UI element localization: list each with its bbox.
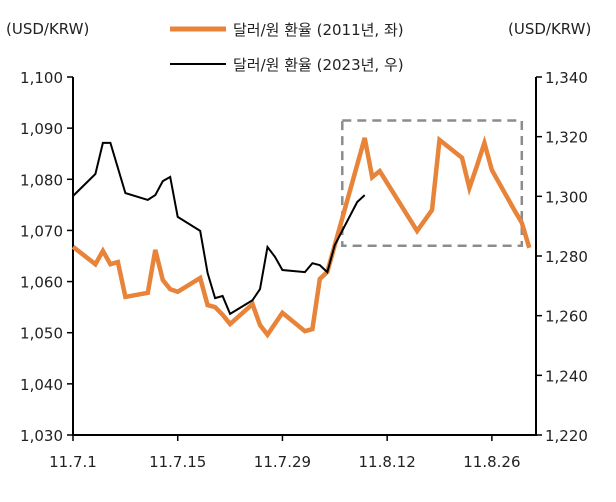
left-tick-label: 1,070 bbox=[20, 222, 63, 240]
highlight-box bbox=[342, 120, 522, 245]
x-tick-label: 11.8.26 bbox=[463, 453, 520, 471]
left-tick-label: 1,080 bbox=[20, 171, 63, 189]
series-layer bbox=[73, 138, 529, 335]
series-line-2023 bbox=[73, 143, 365, 314]
left-axis-unit-label: (USD/KRW) bbox=[6, 20, 89, 38]
legend-label-2023: 달러/원 환율 (2023년, 우) bbox=[233, 56, 404, 74]
right-tick-label: 1,320 bbox=[545, 129, 588, 147]
legend: 달러/원 환율 (2011년, 좌) 달러/원 환율 (2023년, 우) bbox=[170, 21, 404, 74]
left-tick-label: 1,050 bbox=[20, 325, 63, 343]
right-tick-label: 1,300 bbox=[545, 188, 588, 206]
x-tick-label: 11.7.15 bbox=[149, 453, 206, 471]
right-tick-label: 1,280 bbox=[545, 248, 588, 266]
right-axis-unit-label: (USD/KRW) bbox=[508, 20, 591, 38]
right-tick-label: 1,340 bbox=[545, 69, 588, 87]
x-tick-label: 11.8.12 bbox=[359, 453, 416, 471]
right-tick-label: 1,220 bbox=[545, 427, 588, 445]
left-tick-label: 1,040 bbox=[20, 376, 63, 394]
legend-label-2011: 달러/원 환율 (2011년, 좌) bbox=[233, 21, 404, 39]
x-tick-label: 11.7.29 bbox=[254, 453, 311, 471]
axes: 1,030 1,040 1,050 1,060 1,070 1,080 1,090 1,100… bbox=[20, 69, 588, 471]
left-tick-label: 1,100 bbox=[20, 69, 63, 87]
right-tick-label: 1,260 bbox=[545, 308, 588, 326]
x-tick-label: 11.7.1 bbox=[49, 453, 97, 471]
left-tick-label: 1,030 bbox=[20, 427, 63, 445]
left-tick-label: 1,060 bbox=[20, 274, 63, 292]
series-line-2011 bbox=[73, 138, 529, 335]
left-tick-label: 1,090 bbox=[20, 120, 63, 138]
right-tick-label: 1,240 bbox=[545, 367, 588, 385]
highlight-box-layer bbox=[342, 120, 522, 245]
